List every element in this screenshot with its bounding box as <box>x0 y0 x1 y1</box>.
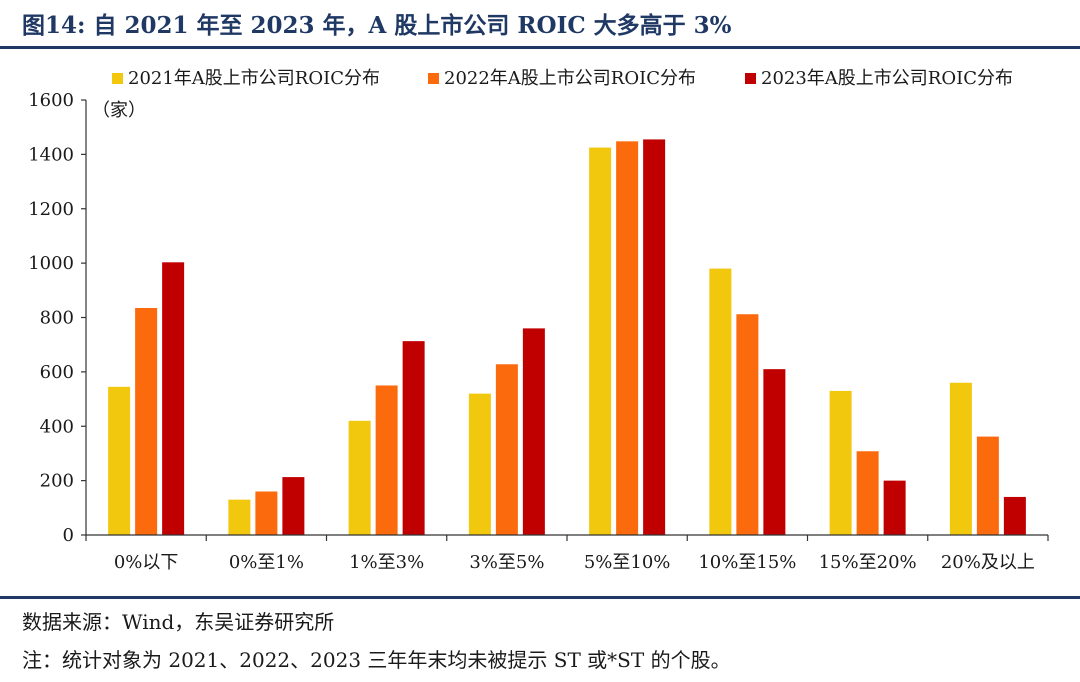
x-tick-label: 3%至5% <box>469 552 544 573</box>
chart-legend: 2021年A股上市公司ROIC分布 2022年A股上市公司ROIC分布 2023年A… <box>112 68 1013 89</box>
legend-label-2: 2022年A股上市公司ROIC分布 <box>444 68 696 89</box>
legend-swatch-3 <box>745 73 756 84</box>
legend-swatch-1 <box>112 73 123 84</box>
legend-swatch-2 <box>428 73 439 84</box>
x-tick-label: 10%至15% <box>698 552 796 573</box>
bar-1-6 <box>709 268 732 535</box>
legend-label-3: 2023年A股上市公司ROIC分布 <box>761 68 1013 89</box>
x-tick-label: 20%及以上 <box>941 552 1035 573</box>
bar-2-3 <box>375 385 398 535</box>
bar-2-6 <box>736 314 759 535</box>
y-tick-label: 1400 <box>28 144 74 165</box>
x-tick-label: 1%至3% <box>349 552 424 573</box>
x-tick-label: 0%以下 <box>114 552 179 573</box>
y-tick-label: 400 <box>40 416 74 437</box>
x-tick-label: 15%至20% <box>819 552 917 573</box>
title-rule <box>0 46 1080 49</box>
x-tick-label: 0%至1% <box>229 552 304 573</box>
bar-2-4 <box>495 364 518 535</box>
y-tick-label: 1000 <box>28 253 74 274</box>
bar-3-3 <box>402 341 425 535</box>
y-tick-label: 600 <box>40 362 74 383</box>
bar-1-2 <box>228 499 251 535</box>
bar-2-8 <box>976 436 999 535</box>
footer-rule <box>0 596 1080 599</box>
bar-3-7 <box>883 480 906 535</box>
footnote: 注：统计对象为 2021、2022、2023 三年年末均未被提示 ST 或*ST… <box>22 648 731 672</box>
y-tick-label: 200 <box>40 471 74 492</box>
y-tick-label: 0 <box>63 525 74 546</box>
bar-3-5 <box>643 139 666 535</box>
bar-2-7 <box>856 451 879 535</box>
bar-2-5 <box>616 141 639 535</box>
bar-3-8 <box>1003 496 1026 535</box>
bar-1-3 <box>348 420 371 535</box>
bar-3-1 <box>162 262 185 535</box>
bar-1-7 <box>829 390 852 535</box>
bar-1-4 <box>468 393 491 535</box>
bar-1-1 <box>108 386 131 535</box>
y-tick-label: 800 <box>40 308 74 329</box>
y-tick-label: 1600 <box>28 90 74 111</box>
bar-2-2 <box>255 491 278 535</box>
bar-3-4 <box>522 328 545 535</box>
bar-3-6 <box>763 369 786 535</box>
bar-1-5 <box>589 147 612 535</box>
y-axis: 0 200 400 600 800 1000 1200 1400 1600 <box>28 90 87 546</box>
y-axis-unit: （家） <box>92 100 146 121</box>
bar-3-2 <box>282 477 305 535</box>
source-note: 数据来源：Wind，东吴证券研究所 <box>22 610 335 634</box>
bars-group <box>108 139 1026 535</box>
x-tick-label: 5%至10% <box>584 552 671 573</box>
bar-2-1 <box>135 307 158 535</box>
bar-1-8 <box>949 382 972 535</box>
x-axis: 0%以下 0%至1% 1%至3% 3%至5% 5%至10% 10%至15% 15%至20% 2… <box>85 534 1049 573</box>
legend-label-1: 2021年A股上市公司ROIC分布 <box>128 68 380 89</box>
y-tick-label: 1200 <box>28 199 74 220</box>
figure-title: 图14: 自 2021 年至 2023 年，A 股上市公司 ROIC 大多高于 … <box>22 12 732 39</box>
bar-chart: 2021年A股上市公司ROIC分布 2022年A股上市公司ROIC分布 2023年A… <box>28 68 1049 573</box>
